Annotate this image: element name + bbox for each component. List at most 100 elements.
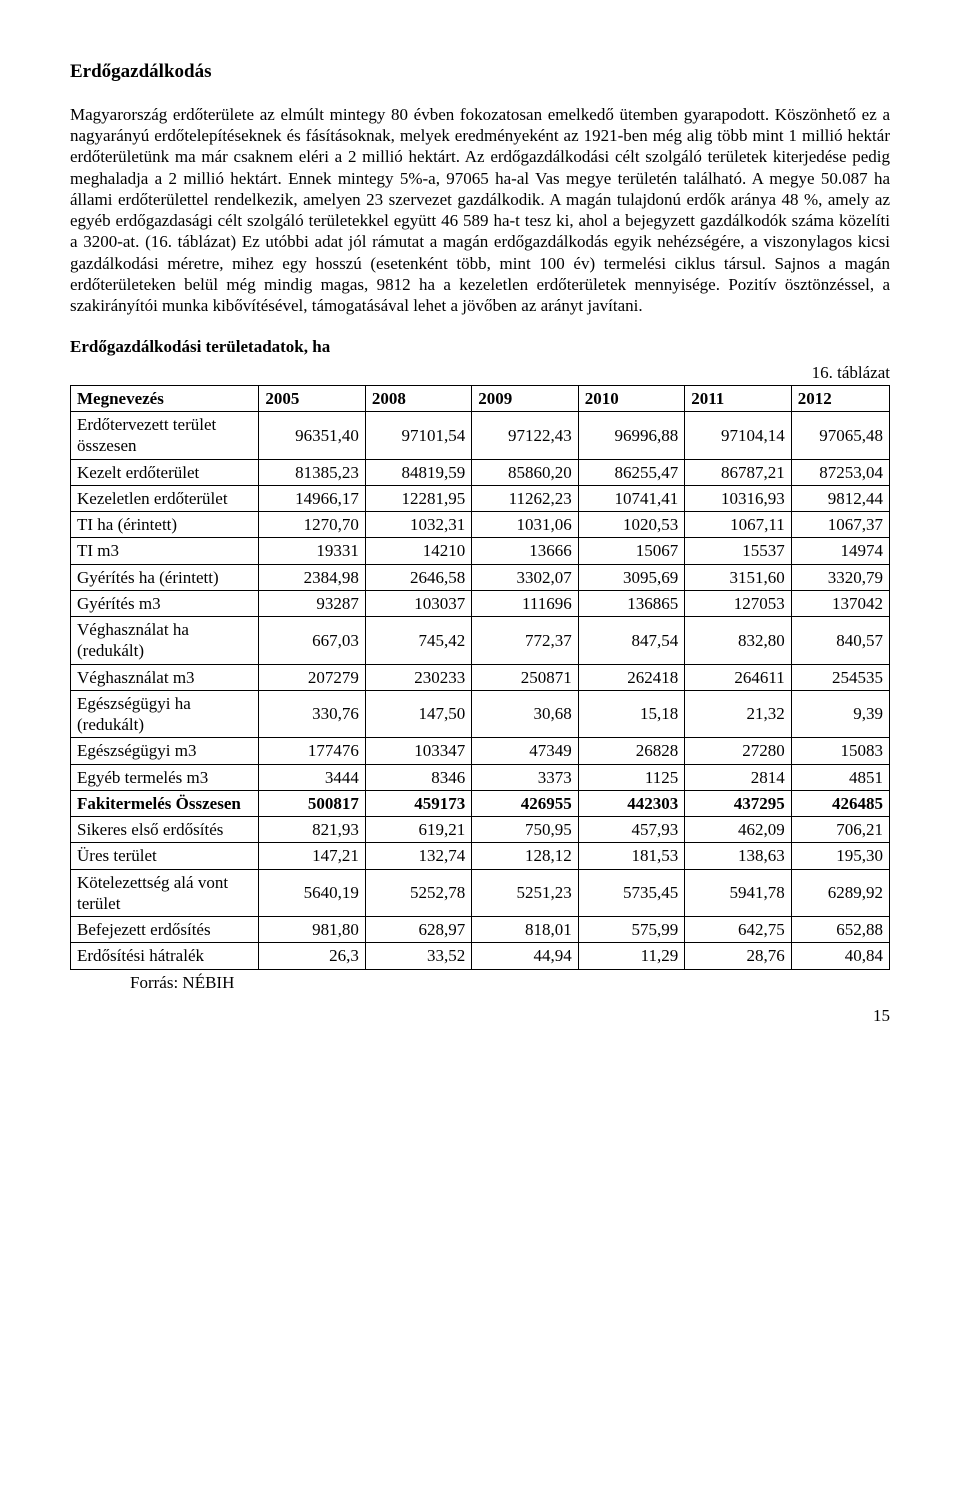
table-cell: 3373 bbox=[472, 764, 578, 790]
table-row: Egészségügyi m31774761033474734926828272… bbox=[71, 738, 890, 764]
table-cell: 147,50 bbox=[365, 690, 471, 738]
table-title: Erdőgazdálkodási területadatok, ha bbox=[70, 336, 890, 357]
table-row: Üres terület147,21132,74128,12181,53138,… bbox=[71, 843, 890, 869]
table-row: Gyérítés ha (érintett)2384,982646,583302… bbox=[71, 564, 890, 590]
table-row-label: TI ha (érintett) bbox=[71, 512, 259, 538]
table-cell: 3302,07 bbox=[472, 564, 578, 590]
table-row-label: Gyérítés ha (érintett) bbox=[71, 564, 259, 590]
page-title: Erdőgazdálkodás bbox=[70, 60, 890, 84]
table-cell: 426955 bbox=[472, 790, 578, 816]
table-cell: 96351,40 bbox=[259, 412, 365, 460]
table-row: Gyérítés m393287103037111696136865127053… bbox=[71, 590, 890, 616]
table-cell: 667,03 bbox=[259, 617, 365, 665]
table-cell: 5640,19 bbox=[259, 869, 365, 917]
table-cell: 87253,04 bbox=[791, 459, 889, 485]
table-row: Kötelezettség alá vont terület5640,19525… bbox=[71, 869, 890, 917]
table-cell: 13666 bbox=[472, 538, 578, 564]
table-cell: 207279 bbox=[259, 664, 365, 690]
table-cell: 86787,21 bbox=[685, 459, 791, 485]
table-cell: 3320,79 bbox=[791, 564, 889, 590]
table-cell: 840,57 bbox=[791, 617, 889, 665]
table-column-header: 2010 bbox=[578, 385, 684, 411]
table-cell: 11,29 bbox=[578, 943, 684, 969]
table-cell: 181,53 bbox=[578, 843, 684, 869]
table-cell: 9812,44 bbox=[791, 485, 889, 511]
table-cell: 111696 bbox=[472, 590, 578, 616]
page-number: 15 bbox=[70, 1005, 890, 1026]
table-row: Befejezett erdősítés981,80628,97818,0157… bbox=[71, 917, 890, 943]
table-cell: 97122,43 bbox=[472, 412, 578, 460]
table-cell: 6289,92 bbox=[791, 869, 889, 917]
table-cell: 981,80 bbox=[259, 917, 365, 943]
table-cell: 14974 bbox=[791, 538, 889, 564]
table-cell: 330,76 bbox=[259, 690, 365, 738]
table-cell: 93287 bbox=[259, 590, 365, 616]
table-cell: 86255,47 bbox=[578, 459, 684, 485]
table-row-label: Fakitermelés Összesen bbox=[71, 790, 259, 816]
table-cell: 26828 bbox=[578, 738, 684, 764]
table-column-header: 2008 bbox=[365, 385, 471, 411]
table-row: Erdőtervezett terület összesen96351,40 97… bbox=[71, 412, 890, 460]
table-cell: 97065,48 bbox=[791, 412, 889, 460]
table-cell: 5252,78 bbox=[365, 869, 471, 917]
table-row-label: Befejezett erdősítés bbox=[71, 917, 259, 943]
table-cell: 437295 bbox=[685, 790, 791, 816]
table-cell: 19331 bbox=[259, 538, 365, 564]
table-row: Egészségügyi ha (redukált)330,76147,5030… bbox=[71, 690, 890, 738]
table-row-label: Erdőtervezett terület összesen bbox=[71, 412, 259, 460]
table-cell: 9,39 bbox=[791, 690, 889, 738]
table-cell: 772,37 bbox=[472, 617, 578, 665]
table-row-label: TI m3 bbox=[71, 538, 259, 564]
table-row-label: Véghasználat ha (redukált) bbox=[71, 617, 259, 665]
table-cell: 5941,78 bbox=[685, 869, 791, 917]
table-cell: 103347 bbox=[365, 738, 471, 764]
table-cell: 21,32 bbox=[685, 690, 791, 738]
table-cell: 1020,53 bbox=[578, 512, 684, 538]
table-cell: 84819,59 bbox=[365, 459, 471, 485]
table-cell: 33,52 bbox=[365, 943, 471, 969]
table-cell: 136865 bbox=[578, 590, 684, 616]
table-cell: 5735,45 bbox=[578, 869, 684, 917]
table-cell: 4851 bbox=[791, 764, 889, 790]
table-row: Véghasználat m32072792302332508712624182… bbox=[71, 664, 890, 690]
table-cell: 2646,58 bbox=[365, 564, 471, 590]
table-cell: 44,94 bbox=[472, 943, 578, 969]
table-cell: 127053 bbox=[685, 590, 791, 616]
table-cell: 2384,98 bbox=[259, 564, 365, 590]
table-column-header: Megnevezés bbox=[71, 385, 259, 411]
table-row-label: Sikeres első erdősítés bbox=[71, 817, 259, 843]
table-cell: 11262,23 bbox=[472, 485, 578, 511]
table-cell: 8346 bbox=[365, 764, 471, 790]
table-row: Kezelt erdőterület81385,2384819,5985860,… bbox=[71, 459, 890, 485]
table-column-header: 2012 bbox=[791, 385, 889, 411]
table-cell: 457,93 bbox=[578, 817, 684, 843]
table-cell: 575,99 bbox=[578, 917, 684, 943]
table-cell: 15083 bbox=[791, 738, 889, 764]
table-cell: 745,42 bbox=[365, 617, 471, 665]
table-row-label: Egyéb termelés m3 bbox=[71, 764, 259, 790]
table-cell: 195,30 bbox=[791, 843, 889, 869]
table-cell: 230233 bbox=[365, 664, 471, 690]
table-cell: 1067,11 bbox=[685, 512, 791, 538]
table-row-label: Egészségügyi m3 bbox=[71, 738, 259, 764]
table-cell: 138,63 bbox=[685, 843, 791, 869]
table-cell: 462,09 bbox=[685, 817, 791, 843]
table-cell: 30,68 bbox=[472, 690, 578, 738]
table-cell: 103037 bbox=[365, 590, 471, 616]
table-cell: 3095,69 bbox=[578, 564, 684, 590]
table-cell: 14210 bbox=[365, 538, 471, 564]
table-cell: 132,74 bbox=[365, 843, 471, 869]
table-cell: 5251,23 bbox=[472, 869, 578, 917]
table-cell: 12281,95 bbox=[365, 485, 471, 511]
table-caption: 16. táblázat bbox=[70, 362, 890, 383]
table-cell: 652,88 bbox=[791, 917, 889, 943]
table-cell: 15067 bbox=[578, 538, 684, 564]
table-row: Kezeletlen erdőterület14966,1712281,9511… bbox=[71, 485, 890, 511]
table-cell: 177476 bbox=[259, 738, 365, 764]
table-column-header: 2009 bbox=[472, 385, 578, 411]
table-cell: 15,18 bbox=[578, 690, 684, 738]
table-cell: 459173 bbox=[365, 790, 471, 816]
table-row: Egyéb termelés m334448346337311252814485… bbox=[71, 764, 890, 790]
table-cell: 3151,60 bbox=[685, 564, 791, 590]
table-cell: 28,76 bbox=[685, 943, 791, 969]
